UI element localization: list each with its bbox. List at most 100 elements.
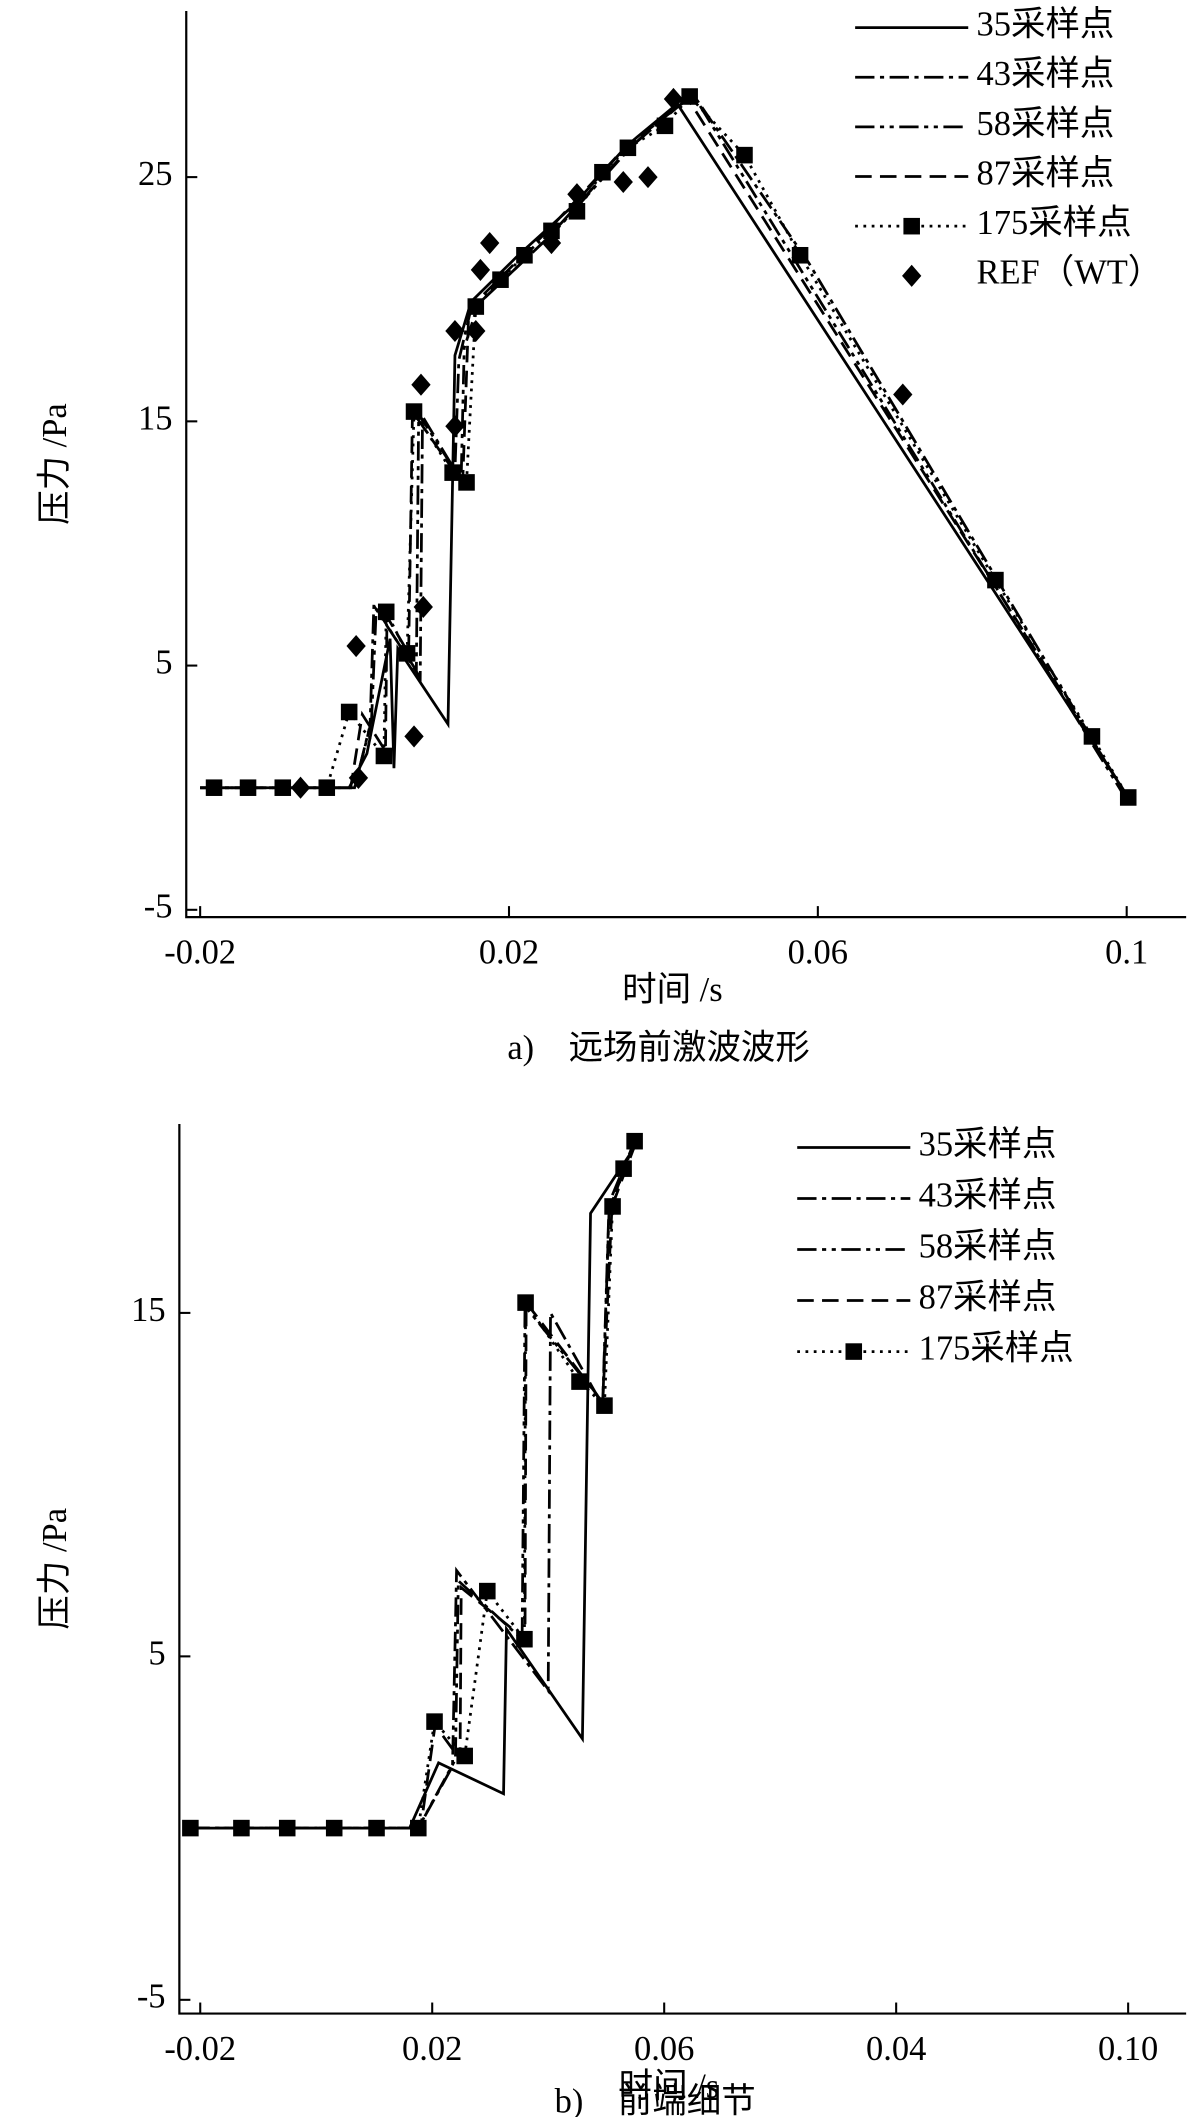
caption: b) 前端细节 [555,2082,756,2117]
marker-square [516,246,533,264]
marker-diamond [348,766,369,789]
marker-diamond [404,725,424,748]
marker-square [239,779,257,796]
marker-square [233,1819,250,1837]
marker-square [516,1630,533,1648]
series-line [190,1140,636,1830]
series-line [190,1140,636,1830]
x-tick-label: 0.02 [479,934,539,972]
marker-square [594,163,611,181]
marker-square [845,1343,863,1360]
x-axis-label: 时间 /s [619,2067,720,2105]
marker-square [458,474,475,491]
series-line [190,1140,638,1830]
legend-label: 35采样点 [977,5,1115,43]
marker-diamond [638,166,658,189]
y-tick-label: -5 [144,888,173,926]
y-tick-label: 25 [138,155,172,193]
marker-square [182,1819,199,1837]
marker-square [791,246,809,264]
x-tick-label: 0.1 [1105,934,1148,972]
series-line [190,1140,636,1830]
legend-label: 87采样点 [977,154,1115,192]
series-line [200,91,1128,801]
x-tick-label: 0.06 [634,2030,694,2068]
marker-square [368,1819,385,1837]
y-axis-label: 压力 /Pa [36,403,74,525]
legend-label: 175采样点 [977,204,1132,242]
marker-square [205,779,223,796]
x-tick-label: 0.04 [866,2030,926,2068]
series-line [200,101,1128,796]
x-tick-label: 0.02 [402,2030,462,2068]
x-tick-label: -0.02 [164,2030,236,2068]
marker-diamond [466,319,486,343]
marker-diamond [480,232,500,255]
marker-square [619,139,637,157]
marker-square [987,571,1004,589]
marker-square [492,271,509,288]
marker-square [615,1160,632,1177]
marker-square [681,88,698,105]
marker-square [340,703,358,721]
y-tick-label: 5 [155,643,172,681]
marker-square [375,747,393,765]
marker-square [444,464,461,481]
marker-diamond [567,183,587,206]
marker-square [325,1819,343,1837]
x-tick-label: -0.02 [164,934,236,972]
marker-square [405,403,423,420]
marker-square [543,222,560,240]
x-axis-label: 时间 /s [622,971,723,1009]
marker-square [604,1198,621,1215]
marker-diamond [541,232,562,255]
legend-label: 43采样点 [977,55,1115,93]
marker-square [467,298,485,315]
marker-square [426,1713,443,1730]
series-line [214,94,1130,799]
marker-diamond [613,170,633,194]
marker-square [318,779,336,796]
y-axis-label: 压力 /Pa [36,1508,74,1630]
legend-label: 58采样点 [919,1227,1057,1265]
legend-label: 87采样点 [919,1278,1057,1316]
y-tick-label: 5 [148,1634,165,1672]
legend-label: 43采样点 [919,1176,1057,1214]
marker-diamond [663,87,684,110]
marker-diamond [411,373,431,396]
marker-square [456,1747,473,1765]
marker-diamond [902,264,922,287]
marker-square [656,117,674,135]
marker-square [596,1397,613,1414]
y-tick-label: 15 [138,399,172,437]
axes [185,11,1187,919]
legend-label: 175采样点 [919,1329,1074,1367]
marker-square [377,603,395,621]
marker-diamond [290,776,311,799]
marker-square [410,1819,427,1837]
axes [178,1124,1187,2015]
legend-label: REF（WT） [977,254,1163,292]
marker-square [278,1819,296,1837]
series-line [200,89,1128,799]
marker-diamond [445,319,465,343]
marker-square [903,217,920,235]
marker-square [1119,789,1137,806]
marker-diamond [893,383,913,406]
marker-square [398,645,416,662]
marker-diamond [445,415,465,438]
marker-square [517,1294,534,1311]
marker-square [1083,728,1101,745]
marker-square [736,146,753,164]
marker-square [568,203,586,220]
caption: a) 远场前激波波形 [507,1029,810,1067]
y-tick-label: 15 [131,1291,165,1329]
series-line [200,96,1128,796]
marker-square [626,1132,643,1150]
x-tick-label: 0.10 [1098,2030,1158,2068]
y-tick-label: -5 [137,1978,166,2016]
marker-square [571,1373,588,1390]
legend-label: 58采样点 [977,105,1115,143]
